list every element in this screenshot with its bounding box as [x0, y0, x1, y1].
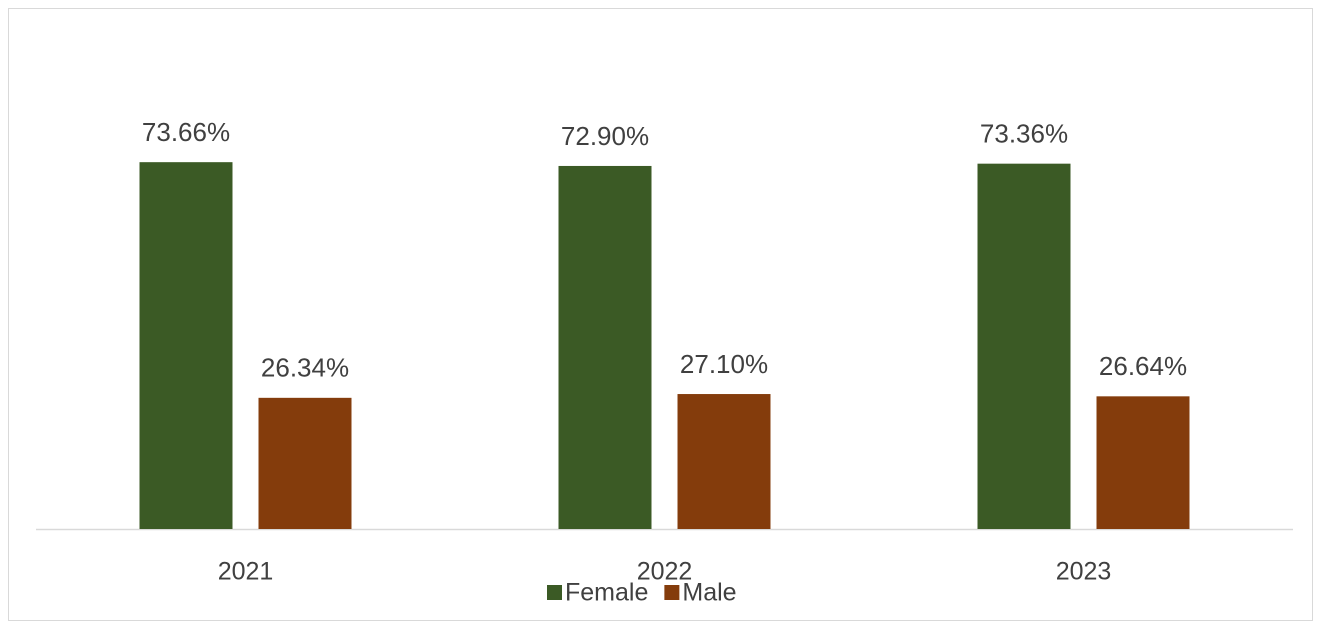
- data-label: 73.36%: [980, 119, 1068, 149]
- bar: [1096, 396, 1190, 529]
- legend-swatch: [664, 585, 680, 600]
- legend-swatch: [547, 585, 562, 600]
- legend-label: Male: [682, 579, 736, 607]
- bar: [977, 163, 1071, 529]
- x-tick-label: 2023: [1056, 558, 1112, 586]
- x-tick-label: 2022: [637, 558, 693, 586]
- legend-label: Female: [565, 579, 648, 607]
- x-tick-label: 2021: [218, 558, 274, 586]
- data-label: 72.90%: [561, 121, 649, 151]
- bar: [258, 397, 352, 529]
- bar: [677, 394, 771, 529]
- data-label: 26.64%: [1099, 351, 1187, 381]
- bar: [139, 162, 233, 529]
- data-label: 27.10%: [680, 349, 768, 379]
- data-label: 73.66%: [142, 117, 230, 147]
- data-label: 26.34%: [261, 353, 349, 383]
- bar: [558, 165, 652, 529]
